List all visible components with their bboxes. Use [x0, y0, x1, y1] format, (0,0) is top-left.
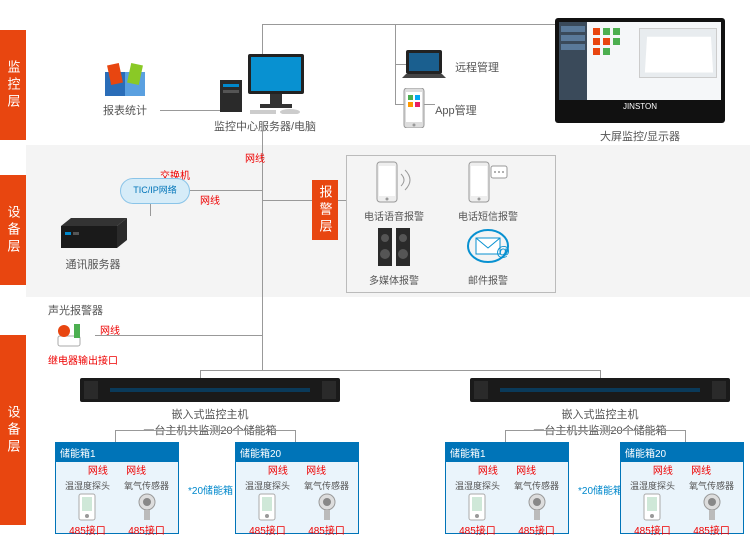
dots-label: *20储能箱 [188, 482, 233, 497]
line [338, 200, 346, 201]
box-title: 储能箱1 [446, 443, 568, 462]
device-server: 监控中心服务器/电脑 [210, 50, 320, 134]
line [685, 430, 686, 442]
line [115, 430, 116, 442]
device-mail-label: 邮件报警 [468, 276, 508, 287]
device-media-label: 多媒体报警 [369, 276, 419, 287]
alarm-light-icon [52, 318, 92, 353]
device-voice-label: 电话语音报警 [364, 212, 424, 223]
tcpip-cloud: TIC/IP网络 [120, 178, 190, 204]
device-comm-label: 通讯服务器 [66, 259, 121, 271]
device-remote-label: 远程管理 [455, 62, 499, 74]
box-title: 储能箱1 [56, 443, 178, 462]
device-bigscreen: JINSTON [555, 18, 725, 123]
device-voice: 电话语音报警 [354, 160, 434, 223]
layer-equip-label: 设备层 [0, 175, 26, 285]
svg-text:@: @ [496, 243, 510, 259]
net-lbl: 网线 [126, 466, 146, 477]
laptop-icon [400, 48, 448, 82]
line [262, 200, 312, 201]
device-mail: @ 邮件报警 [448, 224, 528, 287]
line [505, 430, 506, 442]
sensor-temp: 温湿度探头485接口 [451, 479, 503, 537]
layer-device-label: 设备层 [0, 335, 26, 525]
sensor-o2: 氧气传感器485接口 [301, 479, 353, 537]
device-sms-label: 电话短信报警 [458, 212, 518, 223]
net-lbl: 网线 [478, 466, 498, 477]
line [115, 430, 295, 431]
line [150, 204, 151, 216]
line [200, 370, 600, 371]
sensor-temp: 温湿度探头485接口 [61, 479, 113, 537]
storage-box-1b: 储能箱1 网线 网线 温湿度探头485接口 氧气传感器485接口 [445, 442, 569, 534]
phone-icon [400, 88, 428, 128]
pc-icon [220, 50, 310, 114]
commserver-icon [57, 212, 129, 252]
sensor-o2: 氧气传感器485接口 [121, 479, 173, 537]
sensor-o2: 氧气传感器485接口 [511, 479, 563, 537]
net-lbl: 网线 [268, 466, 288, 477]
line [262, 130, 263, 200]
rack-icon [470, 378, 730, 402]
storage-box-20: 储能箱20 网线 网线 温湿度探头485接口 氧气传感器485接口 [235, 442, 359, 534]
host-label: 嵌入式监控主机 [70, 406, 350, 422]
net-lbl: 网线 [516, 466, 536, 477]
line [262, 24, 572, 25]
alarm-layer-label: 报警层 [312, 180, 338, 240]
mail-icon: @ [464, 224, 512, 268]
sensor-temp: 温湿度探头485接口 [626, 479, 678, 537]
tcpip-label: TIC/IP网络 [133, 185, 177, 195]
host-1: 嵌入式监控主机 一台主机共监测20个储能箱 [70, 378, 350, 438]
host-2: 嵌入式监控主机 一台主机共监测20个储能箱 [460, 378, 740, 438]
device-media: 多媒体报警 [354, 224, 434, 287]
relay-label: 继电器输出接口 [48, 352, 118, 367]
device-bigscreen-label: 大屏监控/显示器 [600, 128, 680, 144]
net-label2: 网线 [200, 192, 220, 207]
device-server-label: 监控中心服务器/电脑 [214, 121, 316, 133]
rack-icon [80, 378, 340, 402]
box-title: 储能箱20 [236, 443, 358, 462]
sensor-o2: 氧气传感器485接口 [686, 479, 738, 537]
net-lbl: 网线 [306, 466, 326, 477]
book-icon [101, 58, 149, 98]
device-remote: 远程管理 [400, 48, 515, 86]
device-comm: 通讯服务器 [48, 212, 138, 272]
net-lbl: 网线 [653, 466, 673, 477]
line [395, 24, 396, 64]
net-label: 网线 [245, 150, 265, 165]
storage-box-20b: 储能箱20 网线 网线 温湿度探头485接口 氧气传感器485接口 [620, 442, 744, 534]
box-title: 储能箱20 [621, 443, 743, 462]
storage-box-1: 储能箱1 网线 网线 温湿度探头485接口 氧气传感器485接口 [55, 442, 179, 534]
speaker-icon [374, 224, 414, 268]
line [95, 335, 263, 336]
device-app-label: App管理 [435, 105, 477, 117]
device-sms: 电话短信报警 [448, 160, 528, 223]
sensor-temp: 温湿度探头485接口 [241, 479, 293, 537]
dots-label2: *20储能箱 [578, 482, 623, 497]
net-lbl: 网线 [88, 466, 108, 477]
device-app: App管理 [400, 88, 515, 132]
line [295, 430, 296, 442]
phone-voice-icon [375, 160, 413, 204]
layer-monitor-label: 监控层 [0, 30, 26, 140]
device-alarm-light-label: 声光报警器 [48, 302, 103, 318]
bigscreen-content [559, 22, 721, 100]
line [262, 200, 263, 370]
line [505, 430, 685, 431]
host-label2: 嵌入式监控主机 [460, 406, 740, 422]
device-report: 报表统计 [90, 58, 160, 118]
phone-sms-icon [467, 160, 509, 204]
net-lbl: 网线 [691, 466, 711, 477]
line [395, 64, 396, 104]
device-report-label: 报表统计 [103, 105, 147, 117]
line [190, 190, 262, 191]
